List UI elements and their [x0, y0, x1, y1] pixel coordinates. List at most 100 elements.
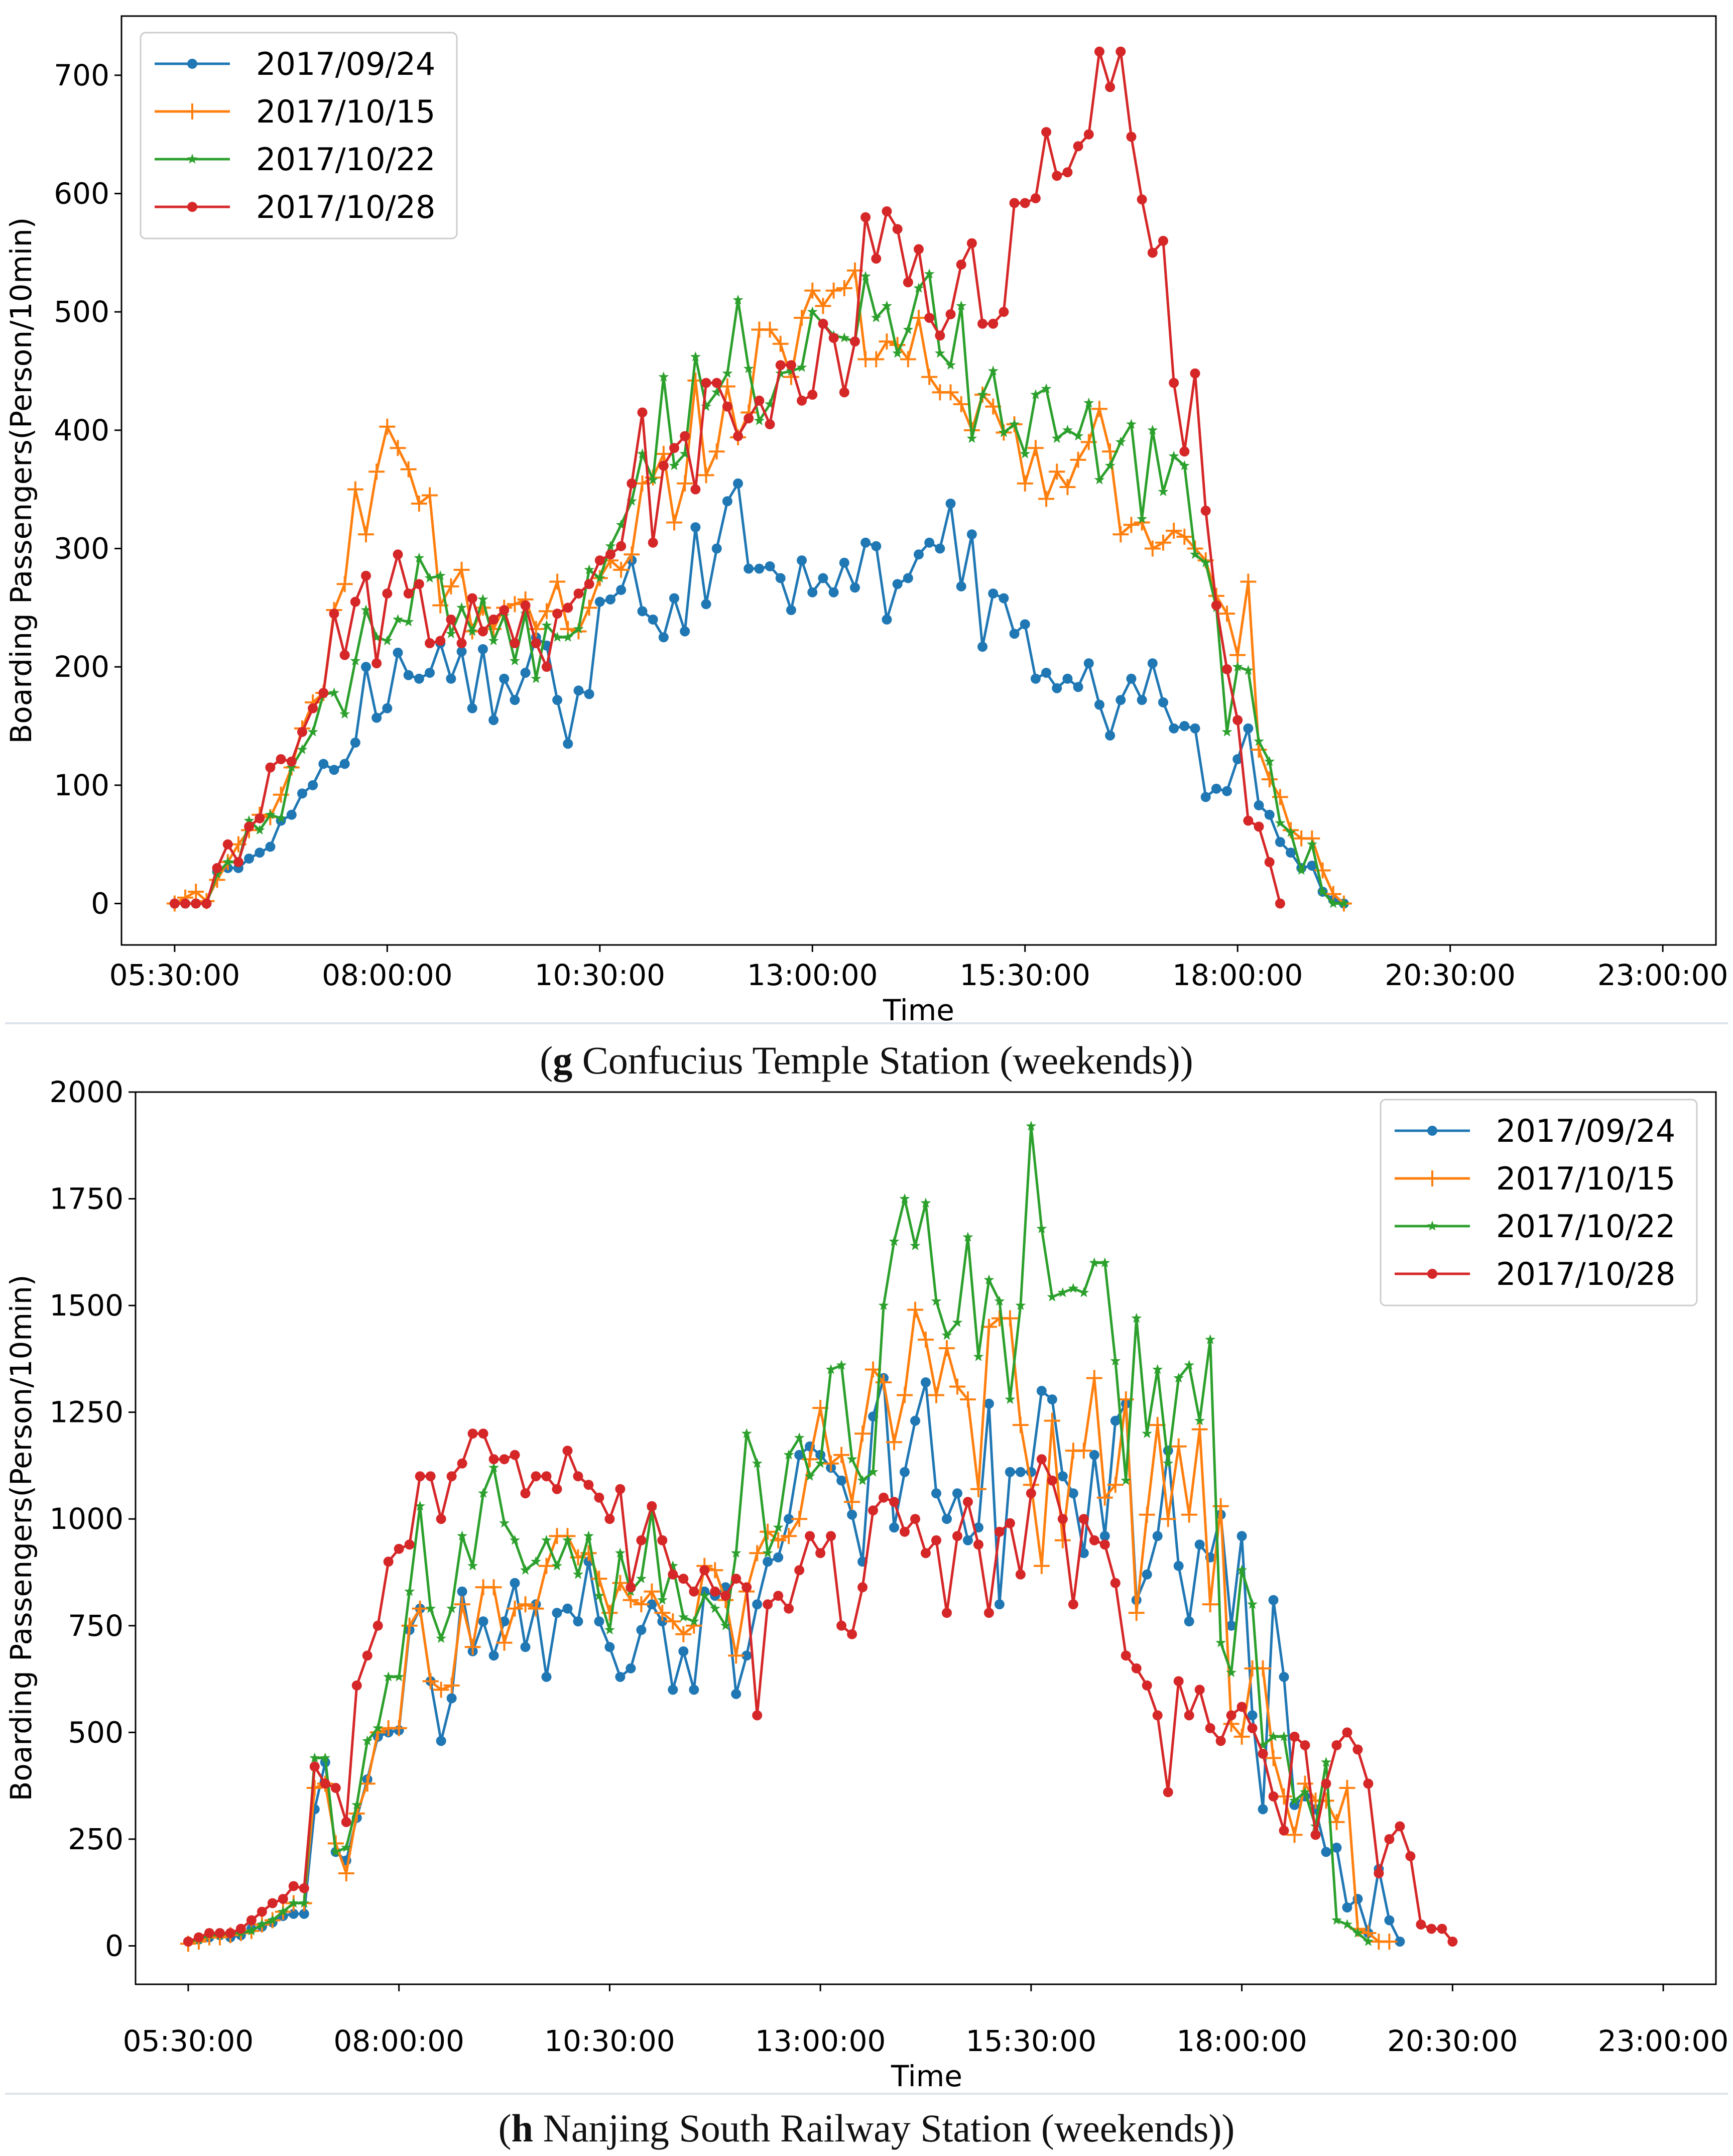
data-point: [246, 1925, 257, 1936]
data-point: [868, 351, 885, 368]
data-point: [446, 1471, 457, 1482]
separator-top: [5, 1022, 1728, 1024]
data-point: [436, 1736, 446, 1746]
x-tick-label: 13:00:00: [755, 2024, 886, 2058]
data-point: [1307, 839, 1317, 849]
data-point: [903, 573, 913, 583]
data-point: [690, 522, 701, 533]
data-point: [204, 1928, 214, 1938]
data-point: [977, 642, 988, 652]
data-point: [1254, 821, 1264, 832]
data-point: [833, 1447, 850, 1463]
data-point: [754, 395, 765, 406]
data-point: [1005, 1467, 1015, 1477]
data-point: [1226, 1620, 1236, 1631]
data-point: [918, 1332, 934, 1348]
data-point: [783, 1449, 794, 1460]
data-point: [329, 765, 339, 775]
data-point: [938, 1340, 955, 1357]
data-point: [871, 312, 882, 322]
data-point: [765, 419, 775, 430]
caption-g: (g Confucius Temple Station (weekends)): [540, 1038, 1193, 1082]
data-point: [1137, 513, 1148, 524]
data-point: [1017, 475, 1033, 492]
data-point: [456, 602, 467, 613]
data-point: [382, 635, 393, 646]
legend-label: 2017/09/24: [256, 46, 435, 82]
data-point: [775, 360, 786, 371]
data-point: [658, 460, 669, 471]
data-point: [453, 561, 470, 578]
data-point: [1099, 1257, 1110, 1267]
data-point: [1147, 424, 1158, 435]
data-point: [1094, 46, 1104, 57]
data-point: [849, 336, 860, 347]
data-point: [1015, 1300, 1026, 1310]
data-point: [244, 853, 255, 864]
data-point: [1229, 647, 1246, 663]
data-point: [962, 1535, 973, 1545]
data-point: [657, 1594, 668, 1605]
data-point: [952, 1531, 962, 1541]
data-point: [338, 1865, 354, 1881]
data-point: [1194, 1539, 1205, 1550]
data-point: [499, 1517, 510, 1528]
data-point: [1075, 1443, 1092, 1459]
data-point: [763, 1556, 773, 1567]
data-point: [1190, 723, 1200, 734]
data-point: [797, 555, 807, 566]
data-point: [257, 1919, 268, 1929]
data-point: [425, 1603, 436, 1613]
data-point: [584, 579, 594, 589]
legend-marker: [1427, 1126, 1437, 1136]
data-point: [952, 1488, 962, 1499]
data-point: [1202, 1596, 1218, 1613]
data-point: [496, 1634, 513, 1651]
data-point: [393, 614, 403, 624]
data-point: [892, 347, 903, 358]
data-point: [552, 632, 563, 642]
data-point: [934, 347, 945, 358]
data-point: [1137, 695, 1147, 705]
series-2017-10-28: [183, 1428, 1458, 1947]
data-point: [286, 762, 297, 772]
legend-marker: [1427, 1269, 1437, 1279]
data-point: [499, 605, 510, 616]
data-point: [1036, 1454, 1047, 1465]
data-point: [1128, 1605, 1145, 1621]
data-point: [390, 440, 406, 456]
data-point: [467, 1428, 478, 1439]
data-point: [1374, 1868, 1384, 1878]
data-point: [966, 238, 977, 249]
data-point: [825, 1364, 836, 1374]
data-point: [711, 543, 722, 554]
data-point: [222, 857, 233, 867]
data-point: [454, 1596, 470, 1613]
data-point: [897, 1387, 913, 1403]
data-point: [823, 1455, 839, 1472]
data-point: [616, 584, 627, 595]
data-point: [1044, 1412, 1060, 1429]
data-point: [433, 1682, 449, 1698]
data-point: [403, 616, 414, 627]
data-point: [882, 614, 892, 625]
data-point: [255, 848, 265, 858]
y-axis-label: Boarding Passengers(Person/10min): [4, 1275, 38, 1802]
data-point: [860, 537, 871, 548]
data-point: [857, 1582, 868, 1593]
data-point: [372, 712, 382, 723]
data-point: [956, 259, 966, 270]
data-point: [1363, 1778, 1374, 1789]
data-point: [889, 1497, 900, 1507]
data-point: [1184, 1360, 1195, 1370]
data-point: [1107, 1477, 1124, 1493]
series-line: [174, 273, 1344, 905]
legend-label: 2017/10/15: [256, 93, 435, 130]
data-point: [1020, 198, 1030, 208]
legend-label: 2017/10/28: [256, 189, 435, 225]
data-point: [318, 688, 329, 698]
data-point: [669, 460, 680, 470]
data-point: [722, 401, 732, 412]
data-point: [744, 413, 754, 424]
data-point: [668, 1685, 678, 1695]
